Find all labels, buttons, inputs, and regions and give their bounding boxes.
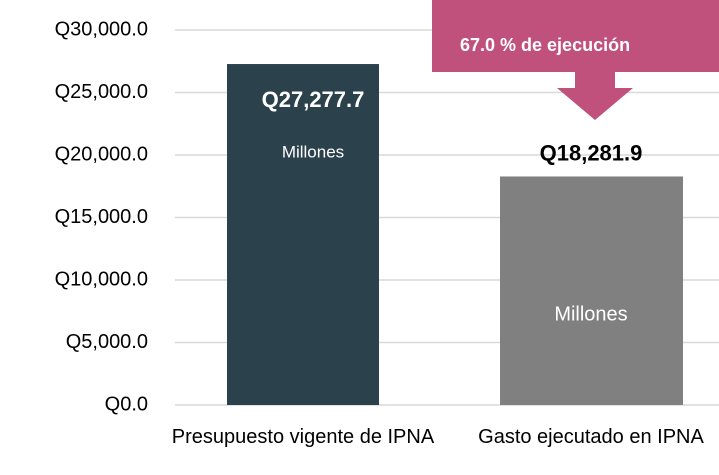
bar: [500, 176, 683, 405]
callout-text: 67.0 % de ejecución: [460, 35, 630, 55]
value-label: Q18,281.9: [540, 140, 643, 165]
x-tick-label: Gasto ejecutado en IPNA: [478, 426, 704, 448]
bar: [227, 64, 379, 405]
y-tick-label: Q5,000.0: [66, 331, 148, 353]
x-tick-label: Presupuesto vigente de IPNA: [171, 426, 435, 448]
y-tick-label: Q20,000.0: [55, 143, 148, 165]
callout-box: [432, 0, 719, 72]
unit-label: Millones: [554, 303, 627, 325]
y-tick-label: Q10,000.0: [55, 268, 148, 290]
y-tick-label: Q30,000.0: [55, 18, 148, 40]
unit-label: Millones: [282, 143, 344, 162]
value-label: Q27,277.7: [262, 87, 365, 112]
y-tick-label: Q25,000.0: [55, 81, 148, 103]
y-tick-label: Q15,000.0: [55, 206, 148, 228]
y-tick-label: Q0.0: [105, 393, 148, 415]
callout-arrow: [557, 72, 633, 120]
